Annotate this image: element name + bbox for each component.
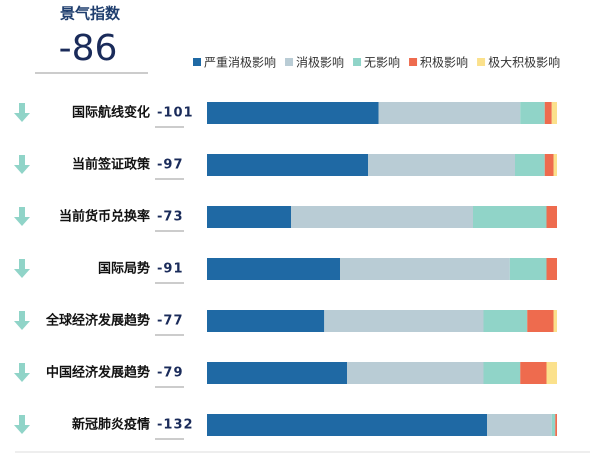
- bar-segment: [347, 362, 484, 384]
- bar-segment: [553, 310, 557, 332]
- index-value: -132: [157, 418, 194, 433]
- legend-swatch: [409, 58, 418, 66]
- legend-label: 积极影响: [420, 55, 468, 70]
- bar-segment: [473, 206, 547, 228]
- bar-segment: [207, 258, 340, 280]
- bar-segment: [544, 154, 554, 176]
- bar-segment: [487, 414, 552, 436]
- bar-segment: [483, 362, 521, 384]
- bar-segment: [207, 154, 368, 176]
- headline-value: -86: [59, 28, 118, 69]
- category-label: 当前签证政策: [72, 157, 151, 173]
- headline-title: 景气指数: [60, 5, 121, 23]
- legend-label: 无影响: [364, 55, 400, 70]
- bar-segment: [553, 154, 557, 176]
- index-value: -77: [157, 314, 184, 329]
- down-arrow: [14, 363, 30, 382]
- bar-segment: [546, 258, 557, 280]
- legend-swatch: [193, 58, 201, 66]
- category-label: 中国经济发展趋势: [46, 365, 150, 381]
- legend-label: 严重消极影响: [204, 55, 276, 70]
- down-arrow: [14, 259, 30, 278]
- down-arrow: [14, 207, 30, 226]
- index-value: -91: [157, 262, 184, 277]
- bar-segment: [207, 102, 379, 124]
- bar-segment: [291, 206, 473, 228]
- bar-segment: [207, 206, 291, 228]
- bar-segment: [207, 310, 325, 332]
- bar-segment: [515, 154, 545, 176]
- bar-segment: [551, 102, 557, 124]
- category-label: 国际航线变化: [72, 105, 150, 121]
- bar-segment: [546, 362, 557, 384]
- bar-segment: [520, 362, 547, 384]
- down-arrow: [14, 103, 30, 122]
- category-label: 全球经济发展趋势: [45, 313, 150, 329]
- legend-swatch: [477, 58, 486, 66]
- index-value: -101: [157, 106, 194, 121]
- category-label: 新冠肺炎疫情: [72, 417, 150, 433]
- bar-segment: [207, 362, 347, 384]
- bar-segment: [324, 310, 484, 332]
- category-label: 当前货币兑换率: [59, 209, 150, 225]
- category-label: 国际局势: [98, 261, 150, 277]
- legend-label: 极大积极影响: [488, 55, 560, 70]
- bar-segment: [546, 206, 557, 228]
- legend-swatch: [285, 58, 294, 66]
- index-value: -73: [157, 210, 184, 225]
- index-value: -97: [157, 158, 184, 173]
- bar-segment: [509, 258, 547, 280]
- legend-label: 消极影响: [296, 55, 344, 70]
- legend-swatch: [353, 58, 362, 66]
- bar-segment: [544, 102, 552, 124]
- down-arrow: [14, 415, 30, 434]
- bar-segment: [368, 154, 515, 176]
- bar-segment: [340, 258, 510, 280]
- bar-segment: [520, 102, 545, 124]
- bar-segment: [483, 310, 528, 332]
- bar-segment: [527, 310, 554, 332]
- bar-segment: [207, 414, 487, 436]
- bar-segment: [551, 414, 556, 436]
- down-arrow: [14, 155, 30, 174]
- bar-segment: [378, 102, 521, 124]
- bar-segment: [555, 414, 557, 436]
- index-value: -79: [157, 366, 184, 381]
- down-arrow: [14, 311, 30, 330]
